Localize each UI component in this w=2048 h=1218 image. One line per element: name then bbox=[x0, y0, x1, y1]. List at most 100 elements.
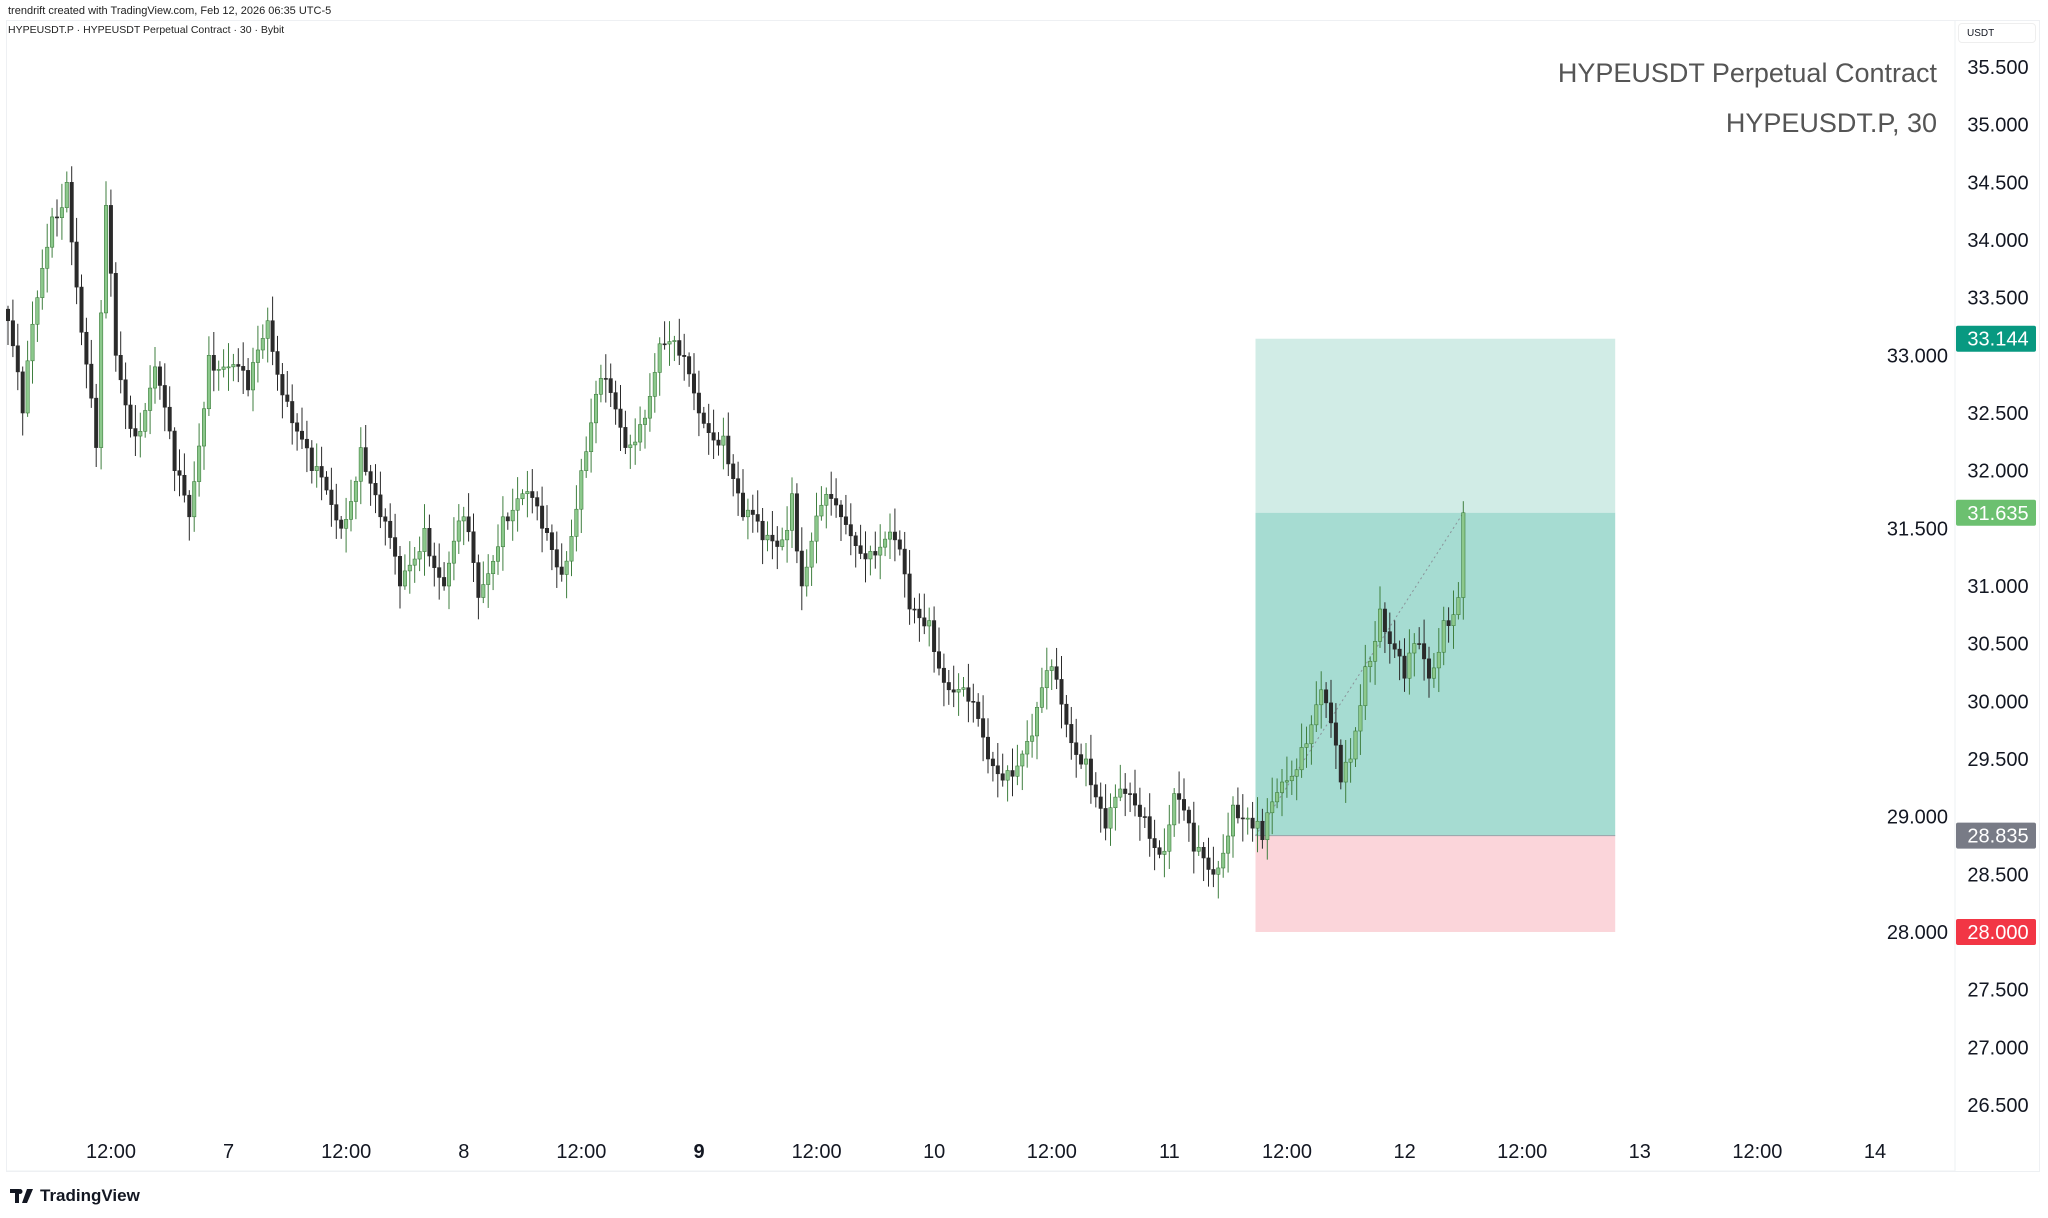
candle bbox=[1211, 846, 1216, 888]
price-tick-label: 34.000 bbox=[1967, 230, 2028, 252]
candle bbox=[848, 503, 853, 556]
candle bbox=[1338, 739, 1343, 790]
candle-body bbox=[1275, 792, 1280, 803]
candle bbox=[1172, 788, 1177, 837]
candle bbox=[299, 407, 304, 449]
candle-body bbox=[1133, 793, 1138, 806]
candle bbox=[432, 542, 437, 587]
candle-body bbox=[255, 349, 260, 363]
candle bbox=[1446, 607, 1451, 643]
candle bbox=[1289, 760, 1294, 796]
candle bbox=[579, 458, 584, 534]
candle bbox=[1294, 758, 1299, 801]
candle bbox=[363, 425, 368, 476]
candle bbox=[1363, 644, 1368, 720]
candle-body bbox=[848, 524, 853, 537]
candle bbox=[1074, 718, 1079, 778]
candle-body bbox=[540, 505, 545, 529]
candle bbox=[133, 405, 138, 457]
time-tick-label: 12:00 bbox=[321, 1141, 371, 1163]
candle bbox=[246, 358, 251, 397]
candle bbox=[892, 508, 897, 562]
candle-body bbox=[1035, 707, 1040, 737]
candle-body bbox=[275, 351, 280, 375]
time-tick-label: 14 bbox=[1864, 1141, 1886, 1163]
candle-body bbox=[618, 408, 623, 428]
candle-body bbox=[726, 435, 731, 465]
candle-body bbox=[162, 385, 167, 408]
candle-body bbox=[1240, 817, 1245, 820]
candle-body bbox=[481, 584, 486, 598]
candle bbox=[838, 500, 843, 541]
candle bbox=[1010, 748, 1015, 797]
candle bbox=[202, 401, 207, 470]
candle-body bbox=[701, 412, 706, 424]
candle-body bbox=[799, 550, 804, 587]
candle bbox=[1182, 778, 1187, 821]
candle bbox=[873, 531, 878, 569]
candle-body bbox=[1113, 796, 1118, 809]
candle-body bbox=[1289, 775, 1294, 782]
symbol-info[interactable]: HYPEUSDT.P · HYPEUSDT Perpetual Contract… bbox=[8, 24, 285, 36]
candle bbox=[393, 513, 398, 575]
target-price-tag bbox=[1956, 325, 2036, 352]
candle-body bbox=[1343, 761, 1348, 783]
candle-body bbox=[79, 286, 84, 333]
candle bbox=[442, 562, 447, 591]
candle bbox=[1064, 695, 1069, 738]
candle-body bbox=[265, 320, 270, 339]
candle bbox=[941, 653, 946, 707]
candle bbox=[603, 354, 608, 403]
candle-body bbox=[251, 362, 256, 391]
currency-label[interactable]: USDT bbox=[1958, 23, 2036, 43]
candle-body bbox=[344, 519, 349, 529]
candle bbox=[35, 290, 40, 342]
candle-body bbox=[500, 516, 505, 548]
tradingview-logo[interactable]: TradingView bbox=[10, 1186, 140, 1206]
candle bbox=[84, 317, 89, 389]
candle-body bbox=[584, 451, 589, 471]
candle bbox=[696, 370, 701, 437]
candle bbox=[304, 420, 309, 473]
candle bbox=[569, 519, 574, 577]
candle-body bbox=[858, 545, 863, 554]
candle bbox=[192, 461, 197, 532]
candle bbox=[1137, 787, 1142, 841]
candle bbox=[324, 471, 329, 495]
candle-body bbox=[1186, 809, 1191, 824]
candle bbox=[1167, 804, 1172, 869]
candle-body bbox=[897, 539, 902, 550]
candle bbox=[574, 485, 579, 552]
candle bbox=[1216, 860, 1221, 899]
candle bbox=[45, 223, 50, 293]
candle-body bbox=[1118, 788, 1123, 798]
candle-body bbox=[157, 366, 162, 386]
candle bbox=[1226, 812, 1231, 873]
candle bbox=[883, 531, 888, 557]
candle-body bbox=[1093, 784, 1098, 798]
candle-body bbox=[814, 515, 819, 542]
candle-body bbox=[1235, 804, 1240, 819]
candle-body bbox=[99, 312, 104, 448]
candle-body bbox=[246, 370, 251, 391]
candle-body bbox=[716, 439, 721, 446]
time-axis[interactable]: 12:00 7 12:00 8 12:00 9 12:00 10 12:00 11 12:00 12 1… bbox=[86, 1141, 1886, 1163]
candle bbox=[1142, 807, 1147, 829]
current-price-label: 31.635 bbox=[1967, 503, 2028, 525]
candle bbox=[564, 551, 569, 599]
candle-body bbox=[118, 355, 123, 381]
candle-body bbox=[843, 516, 848, 525]
candle bbox=[1084, 743, 1089, 787]
candle-body bbox=[633, 441, 638, 446]
candle-body bbox=[167, 406, 172, 432]
price-axis[interactable]: 35.500 35.000 34.500 34.000 33.500 33.000 32.5… bbox=[1887, 57, 2029, 1117]
candle-body bbox=[868, 551, 873, 560]
candle bbox=[1314, 681, 1319, 733]
candle-body bbox=[515, 498, 520, 511]
candle bbox=[1088, 734, 1093, 804]
long-position-tool[interactable] bbox=[1255, 338, 1616, 932]
candle-body bbox=[1211, 869, 1216, 875]
candle-body bbox=[20, 371, 25, 414]
candle bbox=[74, 217, 79, 305]
